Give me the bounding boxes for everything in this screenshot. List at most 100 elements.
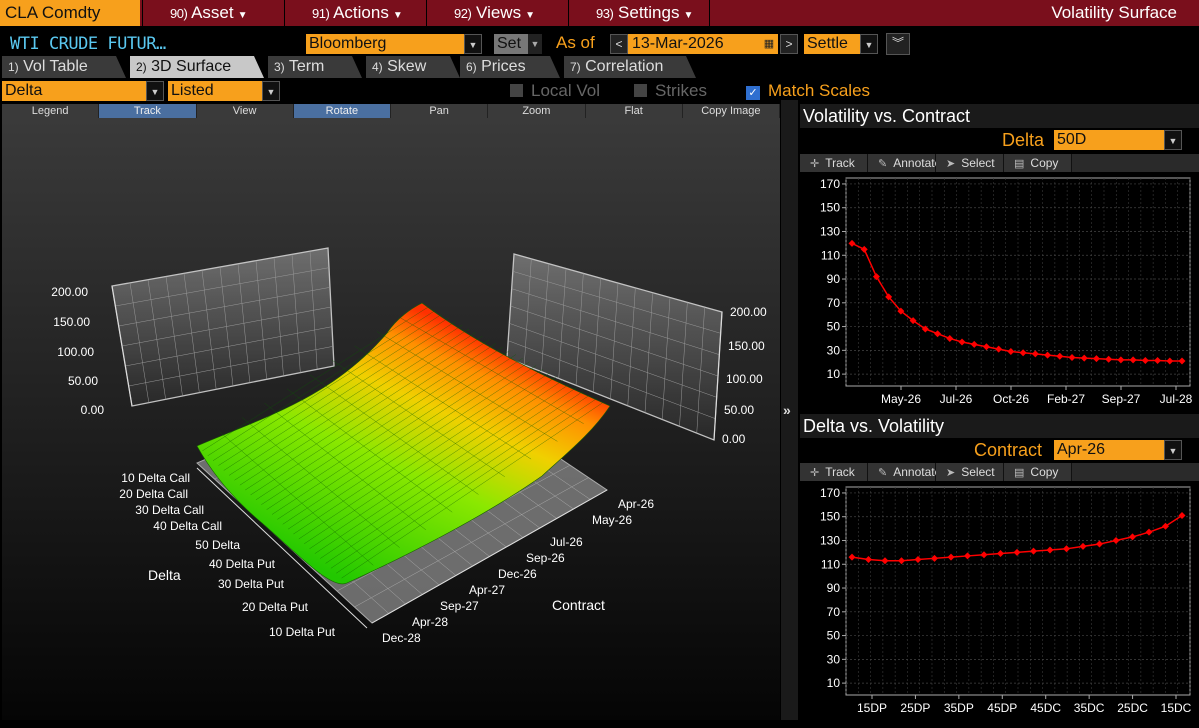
zoom-button[interactable]: Zoom [488, 104, 586, 118]
data-point[interactable] [1178, 357, 1186, 365]
data-point[interactable] [964, 552, 971, 560]
menu-actions[interactable]: 91) Actions ▼ [284, 0, 426, 26]
data-point[interactable] [1154, 356, 1162, 364]
data-point[interactable] [1141, 356, 1149, 364]
data-point[interactable] [980, 551, 988, 559]
select-button[interactable]: ➤ Select [936, 463, 1004, 481]
vol-surface[interactable] [196, 302, 611, 585]
data-point[interactable] [909, 317, 917, 325]
track-button[interactable]: Track [99, 104, 197, 118]
menu-views[interactable]: 92) Views ▼ [426, 0, 568, 26]
data-point[interactable] [934, 330, 942, 338]
data-point[interactable] [982, 343, 990, 351]
date-field[interactable]: 13-Mar-2026 [628, 34, 778, 54]
data-point[interactable] [848, 239, 856, 247]
calendar-icon[interactable]: ▦ [763, 38, 775, 50]
tab-correlation[interactable]: 7) Correlation [564, 56, 696, 78]
axis-mode-dropdown[interactable]: Delta ▼ [2, 81, 164, 101]
tab-skew[interactable]: 4) Skew [366, 56, 460, 78]
delta-vs-vol-svg[interactable]: 10 30 50 70 90 110 130 150 170 15DP 25DP 35DP 45DP 45… [800, 481, 1199, 721]
surface-3d-chart[interactable]: 200.00 150.00 100.00 50.00 0.00 200.00 1… [2, 118, 780, 720]
menu-settings[interactable]: 93) Settings ▼ [568, 0, 710, 26]
data-point[interactable] [1013, 548, 1021, 556]
data-point[interactable] [1068, 353, 1076, 361]
data-point[interactable] [958, 338, 966, 346]
data-point[interactable] [1044, 351, 1052, 359]
data-point[interactable] [1166, 357, 1174, 365]
data-point[interactable] [1063, 545, 1070, 553]
copy-button[interactable]: ▤ Copy [1004, 463, 1072, 481]
data-point[interactable] [970, 340, 978, 348]
tab-vol-table[interactable]: 1) Vol Table [2, 56, 126, 78]
strikes-checkbox[interactable]: Strikes [634, 81, 707, 101]
data-point[interactable] [931, 554, 938, 562]
tab-term[interactable]: 3) Term [268, 56, 362, 78]
data-point[interactable] [1129, 356, 1137, 364]
data-point[interactable] [1092, 355, 1100, 363]
data-point[interactable] [881, 557, 889, 565]
data-point[interactable] [897, 307, 905, 315]
copy-image-button[interactable]: Copy Image [683, 104, 780, 118]
view-button[interactable]: View [197, 104, 294, 118]
tab-prices[interactable]: 6) Prices [460, 56, 560, 78]
data-point[interactable] [1105, 355, 1113, 363]
data-point[interactable] [1079, 542, 1087, 550]
data-point[interactable] [860, 245, 868, 253]
legend-button[interactable]: Legend [2, 104, 100, 118]
data-point[interactable] [914, 556, 922, 564]
data-point[interactable] [1019, 349, 1027, 357]
panel-divider[interactable]: » [781, 100, 798, 720]
data-point[interactable] [947, 553, 955, 561]
source-dropdown[interactable]: Bloomberg ▼ [306, 34, 482, 54]
data-point[interactable] [1145, 528, 1153, 536]
pan-button[interactable]: Pan [391, 104, 489, 118]
flat-button[interactable]: Flat [586, 104, 683, 118]
copy-button[interactable]: ▤ Copy [1004, 154, 1072, 172]
price-type-dropdown[interactable]: Settle ▼ [804, 34, 878, 54]
vol-vs-contract-svg[interactable]: 10 30 50 70 90 110 130 150 170 May-26 Jul-26 Oct-26… [800, 172, 1199, 412]
data-point[interactable] [1178, 512, 1186, 520]
data-point[interactable] [1046, 546, 1054, 554]
data-point[interactable] [997, 550, 1004, 558]
data-point[interactable] [872, 273, 880, 281]
data-point[interactable] [1031, 350, 1039, 358]
data-point[interactable] [848, 553, 856, 561]
data-point[interactable] [995, 345, 1003, 353]
track-button[interactable]: ✛ Track [800, 463, 868, 481]
menu-asset[interactable]: 90) Asset ▼ [142, 0, 284, 26]
tab-3d-surface[interactable]: 2) 3D Surface [130, 56, 264, 78]
data-point[interactable] [898, 557, 905, 565]
delta-vs-vol-chart[interactable]: 10 30 50 70 90 110 130 150 170 15DP 25DP 35DP 45DP 45… [800, 481, 1199, 721]
rotate-button[interactable]: Rotate [293, 104, 391, 118]
data-point[interactable] [1112, 536, 1120, 544]
contract-mode-dropdown[interactable]: Listed ▼ [168, 81, 280, 101]
data-point[interactable] [1007, 348, 1015, 356]
annotate-button[interactable]: ✎ Annotate [868, 463, 941, 481]
select-button[interactable]: ➤ Select [936, 154, 1004, 172]
data-point[interactable] [1056, 352, 1064, 360]
data-point[interactable] [946, 334, 954, 342]
ticker-field[interactable]: CLA Comdty [0, 0, 140, 26]
data-point[interactable] [885, 293, 893, 301]
annotate-button[interactable]: ✎ Annotate [868, 154, 941, 172]
data-point[interactable] [1080, 354, 1088, 362]
data-point[interactable] [1117, 356, 1125, 364]
data-point[interactable] [1096, 540, 1103, 548]
next-date-button[interactable]: > [780, 34, 798, 54]
data-point[interactable] [1129, 533, 1136, 541]
collapse-arrow-icon[interactable]: » [783, 402, 791, 418]
data-point[interactable] [865, 556, 872, 564]
local-vol-checkbox[interactable]: Local Vol [510, 81, 600, 101]
set-button[interactable]: Set ▼ [494, 34, 542, 54]
data-point[interactable] [921, 325, 929, 333]
track-button[interactable]: ✛ Track [800, 154, 868, 172]
data-point[interactable] [1162, 522, 1169, 530]
contract-selector-dropdown[interactable]: Apr-26 ▼ [1054, 440, 1182, 460]
data-point[interactable] [1030, 547, 1037, 555]
expand-icon[interactable]: ︾ [886, 33, 910, 55]
previous-date-button[interactable]: < [610, 34, 628, 54]
delta-selector-dropdown[interactable]: 50D ▼ [1054, 130, 1182, 150]
match-scales-checkbox[interactable]: ✓ Match Scales [746, 81, 870, 101]
vol-vs-contract-chart[interactable]: 10 30 50 70 90 110 130 150 170 May-26 Jul-26 Oct-26… [800, 172, 1199, 412]
surface-3d-panel[interactable]: 200.00 150.00 100.00 50.00 0.00 200.00 1… [2, 118, 780, 720]
